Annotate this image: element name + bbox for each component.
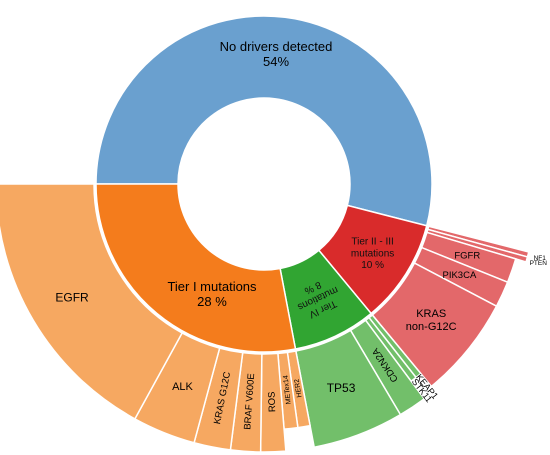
inner-segment-tier1 <box>95 183 297 353</box>
outer-label-braf-v600e: BRAF V600E <box>242 373 257 430</box>
outer-label-ros: ROS <box>266 391 278 412</box>
outer-label-tp53: TP53 <box>327 381 356 395</box>
inner-label-tier1: Tier I mutations 28 % <box>167 279 257 309</box>
outer-label-alk: ALK <box>172 381 193 393</box>
inner-segment-none <box>95 15 433 227</box>
outer-label-fgfr: FGFR <box>454 250 480 261</box>
outer-ring <box>0 183 530 453</box>
outer-label-pik3ca: PIK3CA <box>443 270 477 281</box>
outer-segment-egfr <box>0 183 184 420</box>
outer-label-kras-non-g12c: KRAS non-G12C <box>406 308 457 333</box>
inner-ring <box>95 15 433 353</box>
outer-label-metex14: METex14 <box>283 375 293 405</box>
outer-label-egfr: EGFR <box>55 291 89 305</box>
inner-label-tier23: Tier II - III mutations 10 % <box>351 237 394 272</box>
outer-label-nf1: NF1 <box>534 255 547 262</box>
inner-label-none: No drivers detected 54% <box>220 39 333 69</box>
outer-label-her2: HER2 <box>294 378 304 398</box>
outer-label-pten: PTEN <box>530 260 548 267</box>
